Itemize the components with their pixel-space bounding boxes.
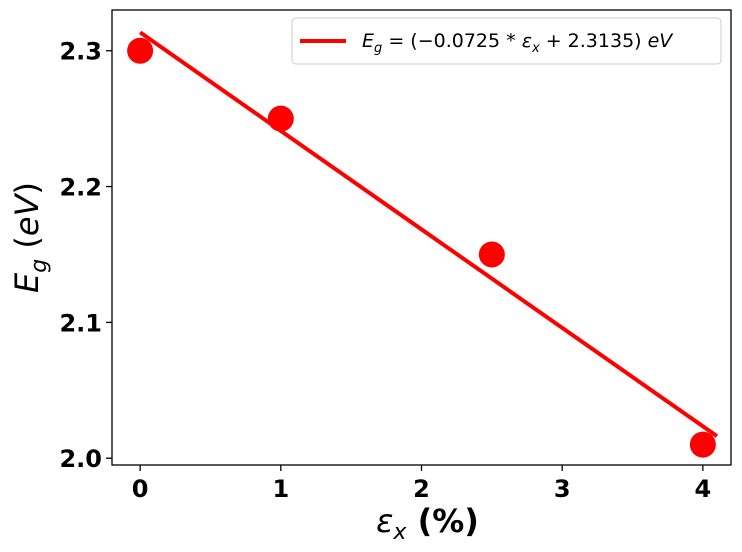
legend-label: Eg = (−0.0725 * εx + 2.3135) eV	[362, 30, 674, 56]
data-point	[689, 431, 716, 458]
y-tick-label: 2.3	[59, 38, 102, 66]
x-tick-label: 4	[695, 475, 712, 503]
plot-area	[127, 30, 719, 458]
data-point	[267, 105, 294, 132]
legend-box	[291, 17, 722, 65]
y-axis-label: Eg (eV)	[8, 182, 52, 293]
y-tick-label: 2.2	[59, 174, 102, 202]
fit-line	[138, 30, 719, 438]
y-tick-label: 2.1	[59, 309, 102, 337]
axes: 0 1 2 3 4 2.0 2.1 2.2 2.3 εx (%) Eg (eV)	[8, 9, 732, 545]
x-axis-label: εx (%)	[376, 502, 479, 545]
x-tick-label: 0	[132, 475, 149, 503]
x-tick-label: 2	[413, 475, 430, 503]
x-tick-label: 3	[554, 475, 571, 503]
data-point	[478, 241, 505, 268]
x-tick-label: 1	[272, 475, 289, 503]
legend: Eg = (−0.0725 * εx + 2.3135) eV	[291, 17, 722, 65]
data-point	[127, 37, 154, 64]
y-tick-label: 2.0	[59, 445, 102, 473]
